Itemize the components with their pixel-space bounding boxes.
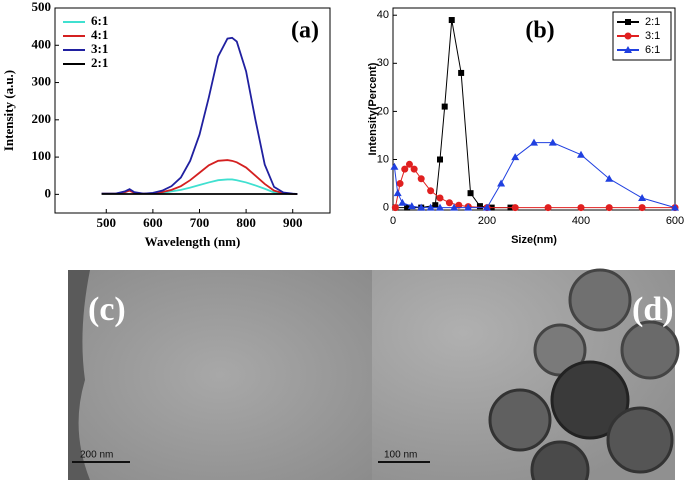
- scale-bar-label: 200 nm: [80, 450, 113, 461]
- panel-label: (a): [291, 18, 319, 44]
- legend-label: 3:1: [645, 30, 660, 42]
- y-tick-label: 20: [377, 105, 389, 117]
- x-tick-label: 600: [143, 215, 163, 230]
- legend-label: 4:1: [91, 27, 108, 42]
- marker: [391, 204, 399, 212]
- x-tick-label: 600: [666, 215, 684, 227]
- marker: [511, 204, 519, 212]
- y-tick-label: 40: [377, 9, 389, 21]
- marker: [624, 46, 632, 53]
- marker: [476, 203, 483, 210]
- marker: [417, 203, 426, 211]
- x-axis-label: Wavelength (nm): [145, 234, 241, 249]
- y-axis-label: Intensity(Percent): [367, 62, 379, 155]
- marker: [401, 165, 409, 173]
- micrograph-c: (c) 200 nm: [68, 270, 372, 480]
- legend-label: 2:1: [91, 55, 108, 70]
- marker: [417, 175, 425, 183]
- marker: [390, 162, 399, 170]
- marker: [467, 190, 474, 197]
- marker: [548, 138, 557, 146]
- y-tick-label: 500: [32, 0, 52, 14]
- marker: [577, 204, 585, 212]
- x-tick-label: 500: [97, 215, 117, 230]
- panel-label: (b): [525, 18, 554, 44]
- marker: [464, 203, 473, 211]
- marker: [624, 32, 632, 40]
- plot-frame: [392, 7, 676, 211]
- marker: [544, 204, 552, 212]
- y-axis-label: Intensity (a.u.): [1, 70, 16, 151]
- marker: [530, 138, 538, 146]
- marker: [407, 202, 416, 210]
- x-axis-label: Size(nm): [511, 234, 557, 246]
- series-line: [101, 36, 298, 195]
- marker: [426, 203, 435, 211]
- marker: [393, 189, 402, 197]
- y-tick-label: 0: [45, 185, 52, 200]
- marker: [398, 198, 407, 206]
- marker: [577, 150, 585, 158]
- marker: [404, 204, 411, 211]
- y-tick-label: 400: [32, 36, 52, 51]
- image-label: (c): [88, 291, 126, 328]
- marker: [410, 165, 418, 173]
- chart: 0 100 200 300 400 500 500 600 700 800 900 Wavelengt…: [1, 0, 331, 249]
- marker: [448, 17, 455, 24]
- plot-frame: [54, 7, 331, 214]
- marker: [511, 153, 520, 161]
- marker: [671, 203, 679, 211]
- marker: [638, 204, 646, 212]
- image-label: (d): [632, 291, 674, 328]
- marker: [450, 203, 459, 211]
- y-tick-label: 10: [377, 153, 389, 165]
- x-tick-label: 700: [190, 215, 210, 230]
- marker: [437, 156, 443, 163]
- micrograph-d: (d) 100 nm: [372, 268, 680, 480]
- legend-label: 2:1: [645, 16, 660, 28]
- x-tick-label: 400: [572, 215, 590, 227]
- marker: [396, 180, 404, 188]
- legend-label: 3:1: [91, 41, 108, 56]
- marker: [455, 201, 463, 209]
- marker: [427, 187, 435, 195]
- marker: [436, 203, 444, 211]
- marker: [638, 193, 647, 201]
- series-line: [101, 159, 298, 195]
- marker: [458, 69, 465, 76]
- marker: [432, 202, 439, 209]
- legend-label: 6:1: [91, 13, 108, 28]
- y-tick-label: 0: [383, 202, 389, 214]
- y-tick-label: 300: [32, 74, 52, 89]
- marker: [483, 203, 491, 211]
- marker: [497, 179, 506, 187]
- x-tick-label: 800: [236, 215, 256, 230]
- scale-bar-label: 100 nm: [384, 450, 417, 461]
- marker: [445, 199, 453, 207]
- marker: [405, 160, 413, 168]
- y-tick-label: 30: [377, 57, 389, 69]
- marker: [605, 174, 614, 182]
- x-tick-label: 0: [390, 215, 396, 227]
- marker: [441, 103, 448, 110]
- legend-label: 6:1: [645, 44, 660, 56]
- y-tick-label: 100: [32, 148, 52, 163]
- marker: [625, 19, 631, 25]
- series-line: [395, 19, 511, 209]
- marker: [436, 194, 444, 202]
- marker: [605, 204, 613, 212]
- y-tick-label: 200: [32, 111, 52, 126]
- x-tick-label: 200: [478, 215, 496, 227]
- x-tick-label: 900: [283, 215, 303, 230]
